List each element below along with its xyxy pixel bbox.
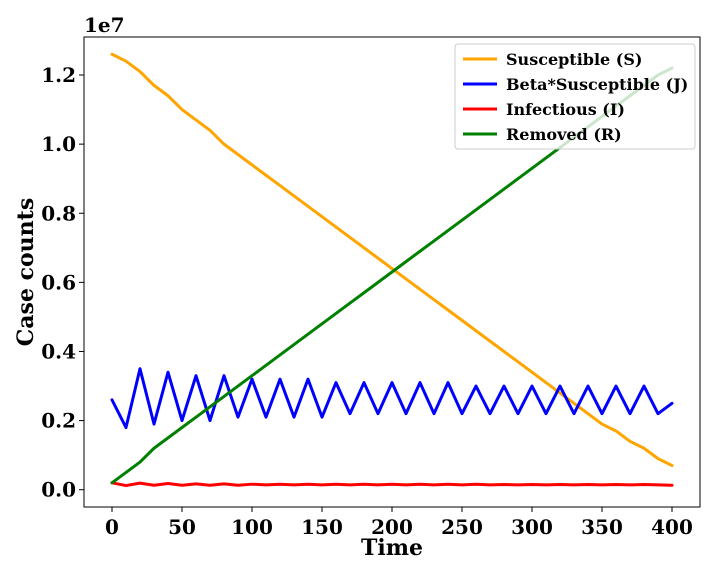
- x-axis: 0 50 100 150 200 250 300 350 400: [105, 507, 693, 539]
- x-tick-label-8: 400: [651, 515, 693, 539]
- x-tick-label-5: 250: [441, 515, 483, 539]
- y-tick-label-0: 0.0: [41, 478, 76, 502]
- plot-content: [110, 52, 674, 488]
- y-tick-label-5: 1.0: [41, 132, 76, 156]
- y-axis: 0.0 0.2 0.4 0.6 0.8 1.0 1.2: [41, 63, 84, 502]
- y-tick-label-3: 0.6: [41, 270, 76, 294]
- y-offset-label: 1e7: [84, 13, 125, 37]
- series-line-1: [110, 367, 674, 430]
- series-line-2: [110, 481, 674, 488]
- x-tick-label-6: 300: [511, 515, 553, 539]
- legend: Susceptible (S) Beta*Susceptible (J) Infec…: [454, 43, 696, 150]
- legend-label-1: Beta*Susceptible (J): [506, 75, 688, 94]
- legend-label-3: Removed (R): [506, 125, 622, 144]
- legend-label-0: Susceptible (S): [506, 50, 642, 69]
- y-tick-label-2: 0.4: [41, 339, 76, 363]
- y-tick-label-6: 1.2: [41, 63, 76, 87]
- x-tick-label-0: 0: [105, 515, 119, 539]
- legend-label-2: Infectious (I): [506, 100, 625, 119]
- y-tick-label-4: 0.8: [41, 201, 76, 225]
- legend-box: [454, 43, 696, 150]
- x-tick-label-4: 200: [371, 515, 413, 539]
- x-axis-label: Time: [361, 535, 423, 561]
- x-tick-label-2: 100: [231, 515, 273, 539]
- y-tick-label-1: 0.2: [41, 409, 76, 433]
- x-tick-label-1: 50: [168, 515, 196, 539]
- y-axis-label: Case counts: [13, 198, 39, 346]
- x-tick-label-3: 150: [301, 515, 343, 539]
- x-tick-label-7: 350: [581, 515, 623, 539]
